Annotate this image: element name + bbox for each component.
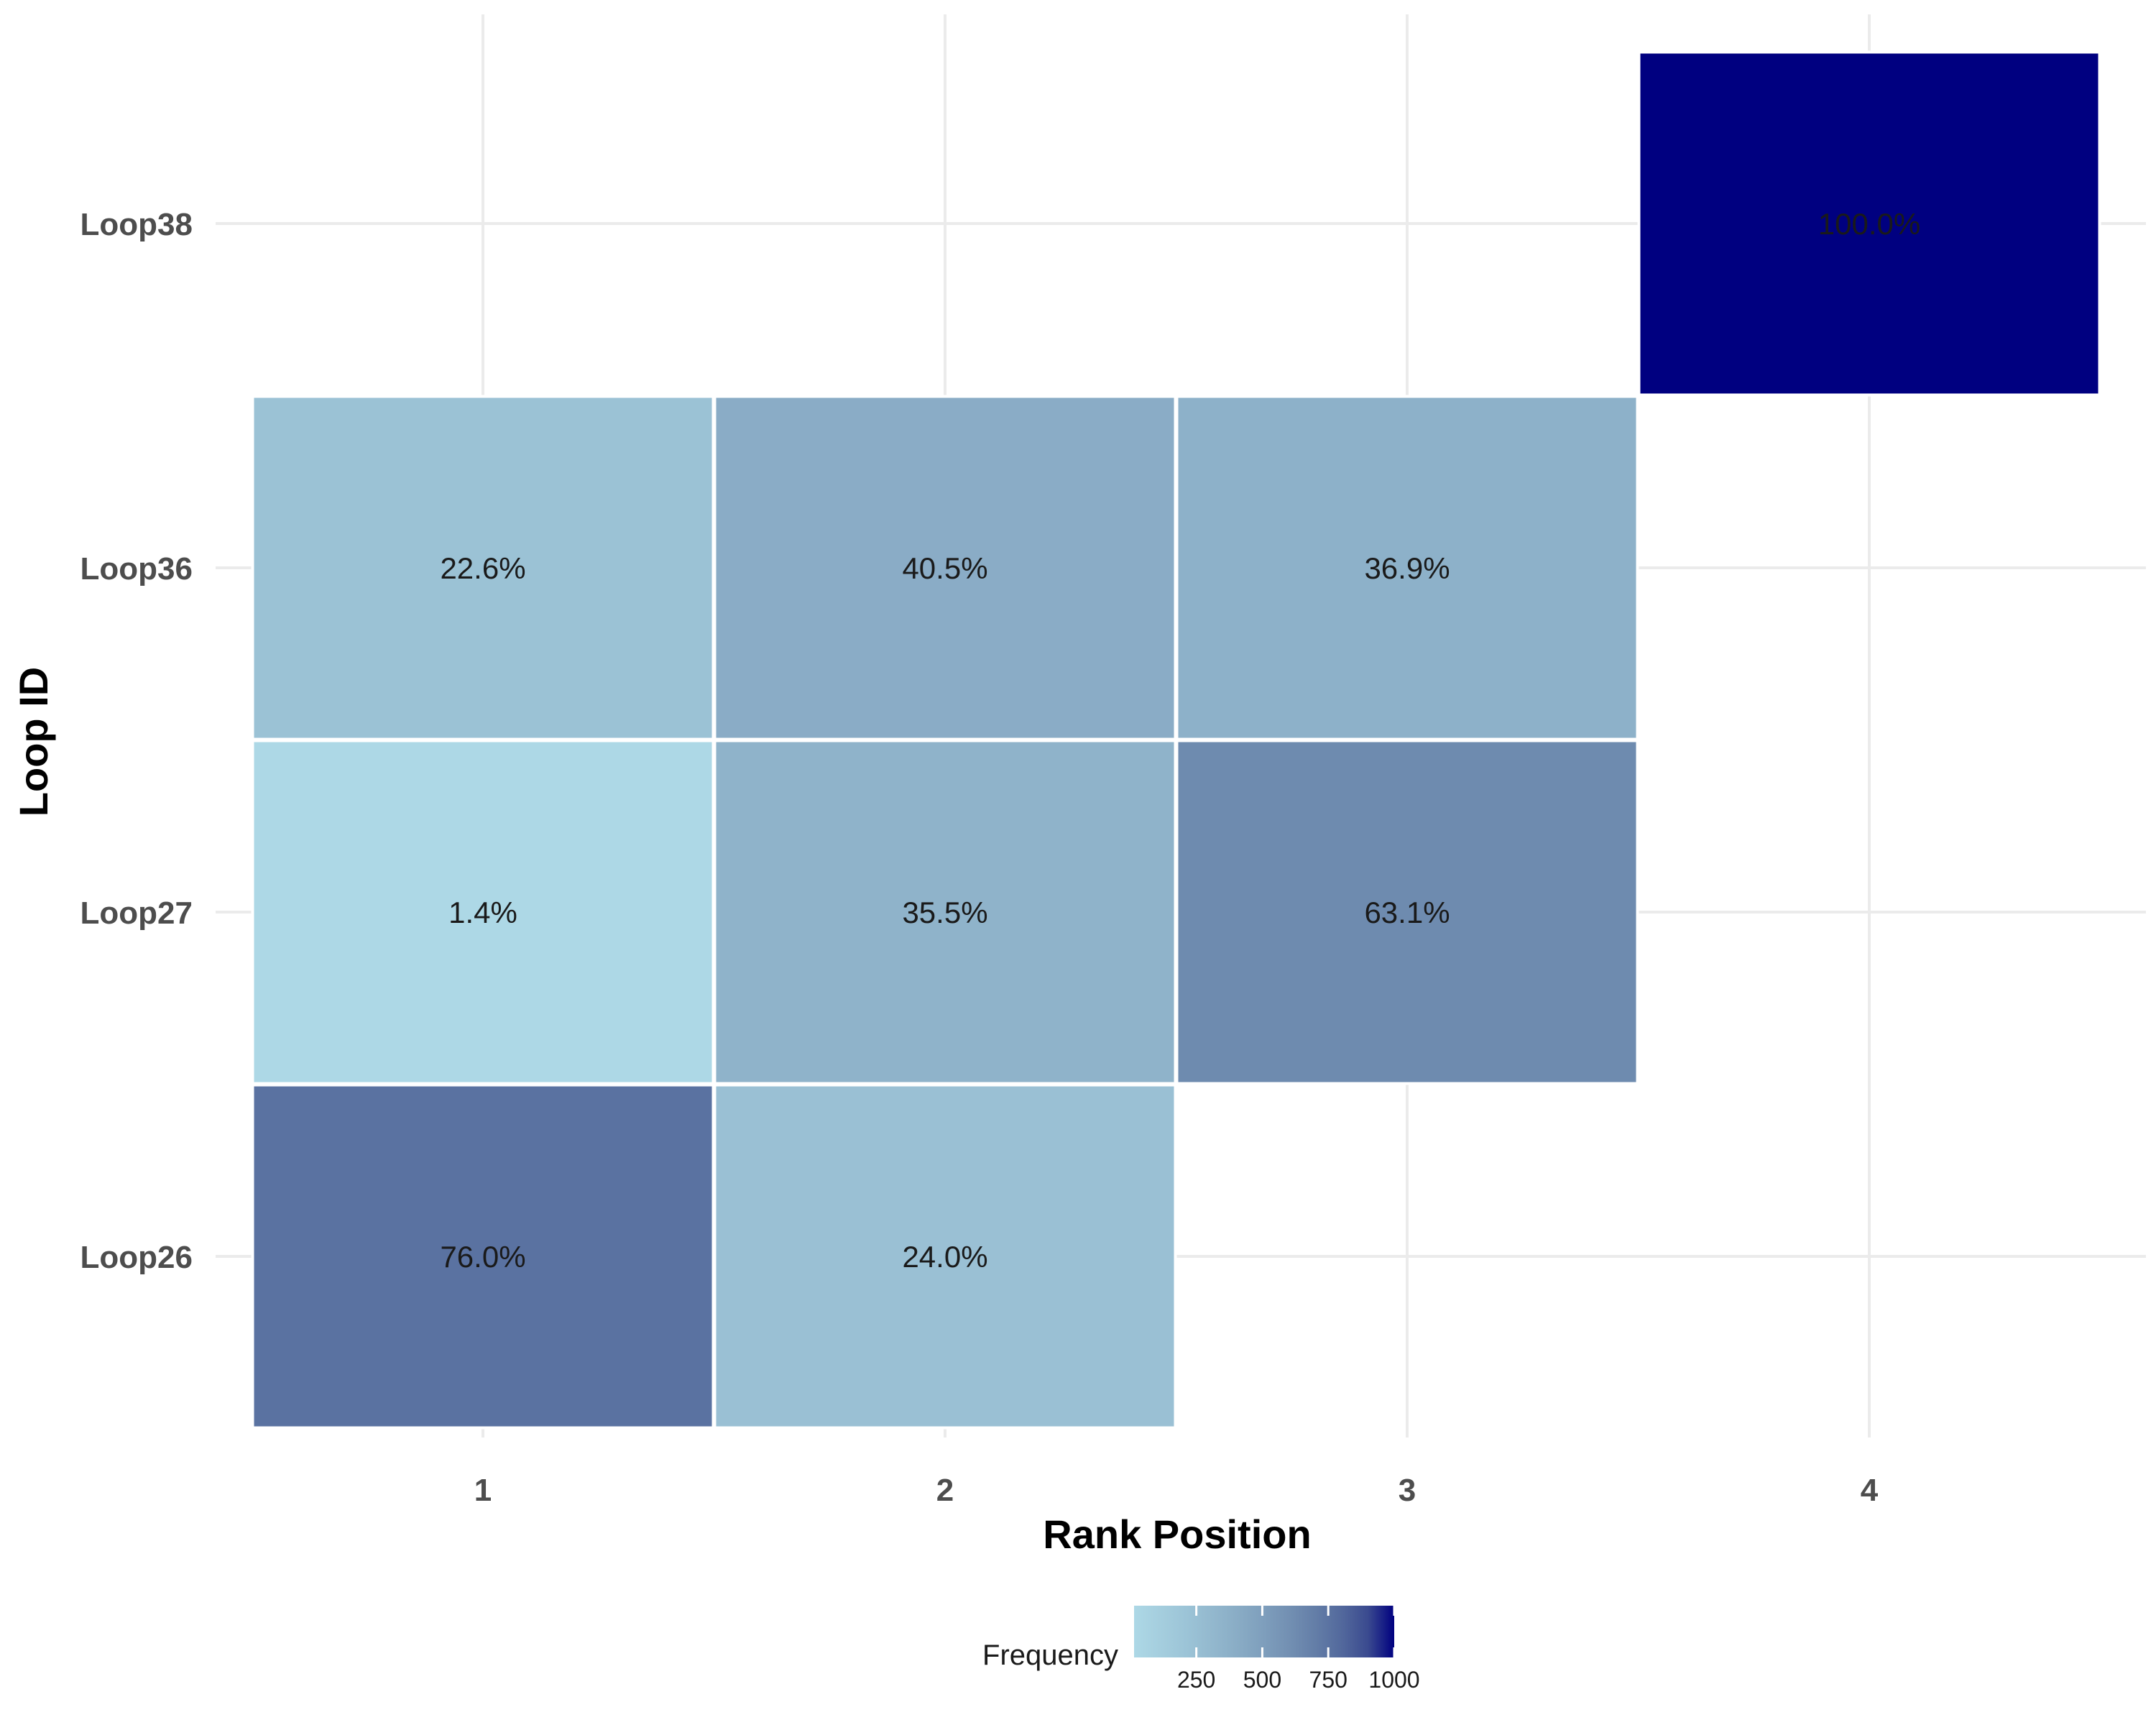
heatmap-cell-loop36-rank-3 (1175, 395, 1639, 741)
heatmap-cell-loop38-rank-4 (1637, 50, 2101, 397)
x-axis-title: Rank Position (1043, 1512, 1311, 1557)
cell-label-loop36-rank-2: 40.5% (902, 551, 987, 585)
heatmap-cell-loop26-rank-2 (713, 1083, 1177, 1430)
legend-tick-label-250: 250 (1177, 1667, 1215, 1693)
heatmap-cell-loop36-rank-1 (251, 395, 715, 741)
x-axis-ticks: 1 2 3 4 (474, 1473, 1879, 1508)
legend-tick-label-500: 500 (1243, 1667, 1281, 1693)
cell-label-loop38-rank-4: 100.0% (1818, 207, 1920, 241)
cell-label-loop26-rank-2: 24.0% (902, 1240, 987, 1274)
cell-label-loop27-rank-1: 1.4% (448, 896, 517, 929)
cell-label-loop27-rank-2: 35.5% (902, 896, 987, 929)
y-tick-label-loop38: Loop38 (80, 207, 193, 242)
x-tick-label-1: 1 (474, 1473, 492, 1508)
legend-tick-label-750: 750 (1309, 1667, 1348, 1693)
cell-label-loop27-rank-3: 63.1% (1364, 896, 1450, 929)
cell-label-loop26-rank-1: 76.0% (440, 1240, 525, 1274)
legend-ticks: 250 500 750 1000 (1177, 1606, 1420, 1693)
cell-labels: 100.0% 22.6% 40.5% 36.9% 1.4% 35.5% 63.1% 76.0%… (440, 207, 1920, 1274)
legend-title: Frequency (982, 1639, 1118, 1671)
heatmap-cell-loop27-rank-3 (1175, 739, 1639, 1085)
heatmap-cell-loop27-rank-2 (713, 739, 1177, 1085)
x-tick-label-2: 2 (936, 1473, 954, 1508)
y-tick-label-loop27: Loop27 (80, 896, 193, 931)
cell-label-loop36-rank-1: 22.6% (440, 551, 525, 585)
y-tick-label-loop36: Loop36 (80, 551, 193, 586)
color-legend: Frequency 250 500 750 1000 (982, 1606, 1420, 1693)
cell-label-loop36-rank-3: 36.9% (1364, 551, 1450, 585)
y-axis-ticks: Loop26 Loop27 Loop36 Loop38 (80, 207, 193, 1275)
heatmap-cell-loop26-rank-1 (251, 1083, 715, 1430)
x-tick-label-3: 3 (1399, 1473, 1416, 1508)
legend-tick-label-1000: 1000 (1368, 1667, 1419, 1693)
y-axis-title: Loop ID (11, 667, 56, 816)
heatmap-cell-loop36-rank-2 (713, 395, 1177, 741)
y-tick-label-loop26: Loop26 (80, 1240, 193, 1275)
x-tick-label-4: 4 (1861, 1473, 1879, 1508)
legend-colorbar (1134, 1606, 1394, 1657)
heatmap-cells (251, 50, 2101, 1430)
